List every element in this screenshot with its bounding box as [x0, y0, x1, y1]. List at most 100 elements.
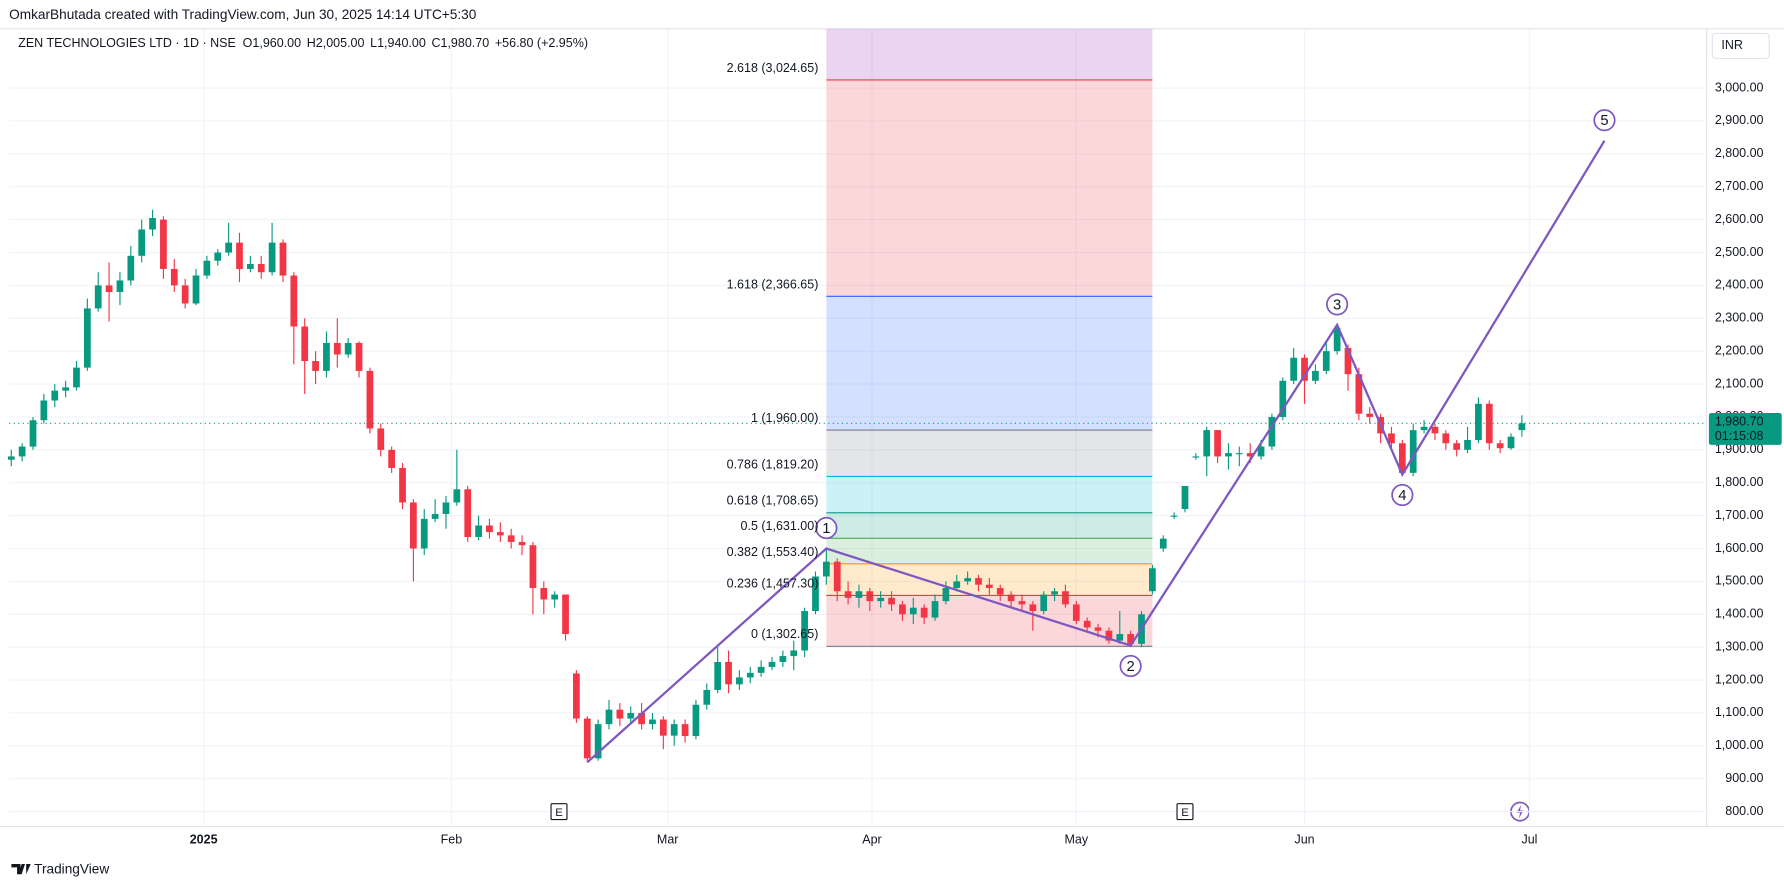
- candle-body: [1322, 351, 1330, 371]
- y-tick-label: 2,500.00: [1715, 245, 1764, 259]
- candle-body: [410, 502, 417, 549]
- candle-body: [855, 591, 863, 598]
- event-marker[interactable]: [1176, 803, 1194, 821]
- candle-body: [225, 242, 232, 253]
- candle-body: [170, 268, 178, 286]
- candle-body: [888, 597, 895, 605]
- event-marker[interactable]: [550, 803, 568, 821]
- candle-body: [399, 467, 406, 503]
- x-tick-label: May: [1064, 832, 1088, 846]
- fib-label: 0.786 (1,819.20): [727, 457, 819, 471]
- event-label[interactable]: E: [555, 807, 563, 819]
- candle-body: [257, 264, 265, 273]
- candle-body: [486, 525, 493, 533]
- y-tick-label: 2,100.00: [1715, 376, 1764, 390]
- currency[interactable]: INR: [1721, 38, 1743, 52]
- candle-body: [1127, 634, 1135, 644]
- fib-zone: [826, 595, 1153, 647]
- y-tick-label: 2,200.00: [1715, 343, 1764, 357]
- candle-body: [312, 361, 319, 371]
- candle-body: [714, 661, 722, 690]
- candle-body: [1116, 634, 1124, 641]
- wave-line: [586, 140, 1606, 764]
- currency-box[interactable]: [1711, 32, 1770, 60]
- candle-body: [333, 342, 341, 355]
- y-tick-label: 1,400.00: [1715, 607, 1764, 621]
- candle-body: [899, 604, 906, 615]
- candle-body: [507, 535, 515, 542]
- candle-body: [1214, 430, 1221, 457]
- candle-body: [529, 545, 537, 588]
- fib-label: 0 (1,302.65): [751, 627, 818, 641]
- candle-body: [1268, 416, 1276, 447]
- candle-body: [1257, 446, 1265, 457]
- legend-key: O: [243, 36, 253, 50]
- candle-body: [94, 285, 102, 309]
- candle-body: [323, 342, 330, 371]
- candle-body: [1420, 426, 1428, 431]
- legend-title: ZEN TECHNOLOGIES LTD · 1D · NSE: [18, 36, 236, 50]
- candle-body: [844, 591, 852, 598]
- candle-body: [377, 428, 385, 450]
- candle-body: [746, 672, 754, 678]
- price-tag: [1708, 413, 1782, 445]
- fib-label: 0.5 (1,631.00): [741, 519, 819, 533]
- candle-body: [453, 489, 461, 503]
- candle-body: [1398, 443, 1406, 473]
- event-label[interactable]: E: [1181, 807, 1189, 819]
- candle-body: [431, 513, 439, 519]
- candle-body: [573, 673, 580, 719]
- y-tick-label: 1,300.00: [1715, 639, 1764, 653]
- candle-body: [388, 449, 396, 468]
- candle-body: [779, 656, 787, 662]
- candle-body: [138, 229, 146, 256]
- candle-body: [1246, 453, 1254, 457]
- candle-body: [1431, 426, 1439, 434]
- candle-body: [62, 387, 69, 391]
- fib-label: 2.618 (3,024.65): [727, 61, 819, 75]
- candle-body: [833, 561, 841, 592]
- candle-body: [105, 285, 113, 292]
- candle-body: [355, 342, 363, 371]
- candle-body: [1409, 430, 1417, 473]
- candle-body: [1029, 604, 1037, 611]
- candle-body: [301, 326, 309, 362]
- legend-value: 1,940.00: [377, 36, 426, 50]
- wave-label: 2: [1127, 659, 1135, 675]
- candle-body: [214, 252, 222, 261]
- candle-body: [920, 607, 928, 618]
- candle-body: [909, 607, 917, 615]
- candle-body: [1203, 430, 1211, 457]
- wave-label: 5: [1600, 113, 1608, 129]
- y-tick-label: 2,300.00: [1715, 311, 1764, 325]
- candle-body: [475, 525, 482, 537]
- candle-body: [1464, 439, 1471, 450]
- x-tick-label: Jul: [1521, 832, 1537, 846]
- candle-body: [812, 576, 819, 611]
- y-tick-label: 1,500.00: [1715, 574, 1764, 588]
- candle-body: [496, 532, 504, 536]
- candle-body: [290, 275, 298, 327]
- legend-key: C: [431, 36, 440, 50]
- legend-key: L: [370, 36, 377, 50]
- candle-body: [344, 342, 352, 355]
- fib-label: 0.382 (1,553.40): [727, 545, 819, 559]
- candle-body: [1094, 627, 1102, 631]
- candle-body: [703, 689, 711, 705]
- candle-body: [518, 541, 526, 546]
- legend-change: +56.80 (+2.95%): [495, 36, 588, 50]
- candle-body: [160, 219, 167, 269]
- candle-body: [116, 280, 124, 292]
- candle-body: [725, 661, 732, 685]
- candle-body: [366, 370, 374, 429]
- legend-key: H: [307, 36, 316, 50]
- y-tick-label: 1,200.00: [1715, 672, 1764, 686]
- candle-body: [768, 661, 776, 667]
- top-note: OmkarBhutada created with TradingView.co…: [9, 7, 477, 22]
- candle-body: [1388, 433, 1395, 444]
- candle-body: [192, 275, 200, 304]
- candle-body: [279, 242, 287, 276]
- candle-body: [51, 390, 59, 401]
- fib-label: 1.618 (2,366.65): [727, 277, 819, 291]
- y-tick-label: 2,600.00: [1715, 212, 1764, 226]
